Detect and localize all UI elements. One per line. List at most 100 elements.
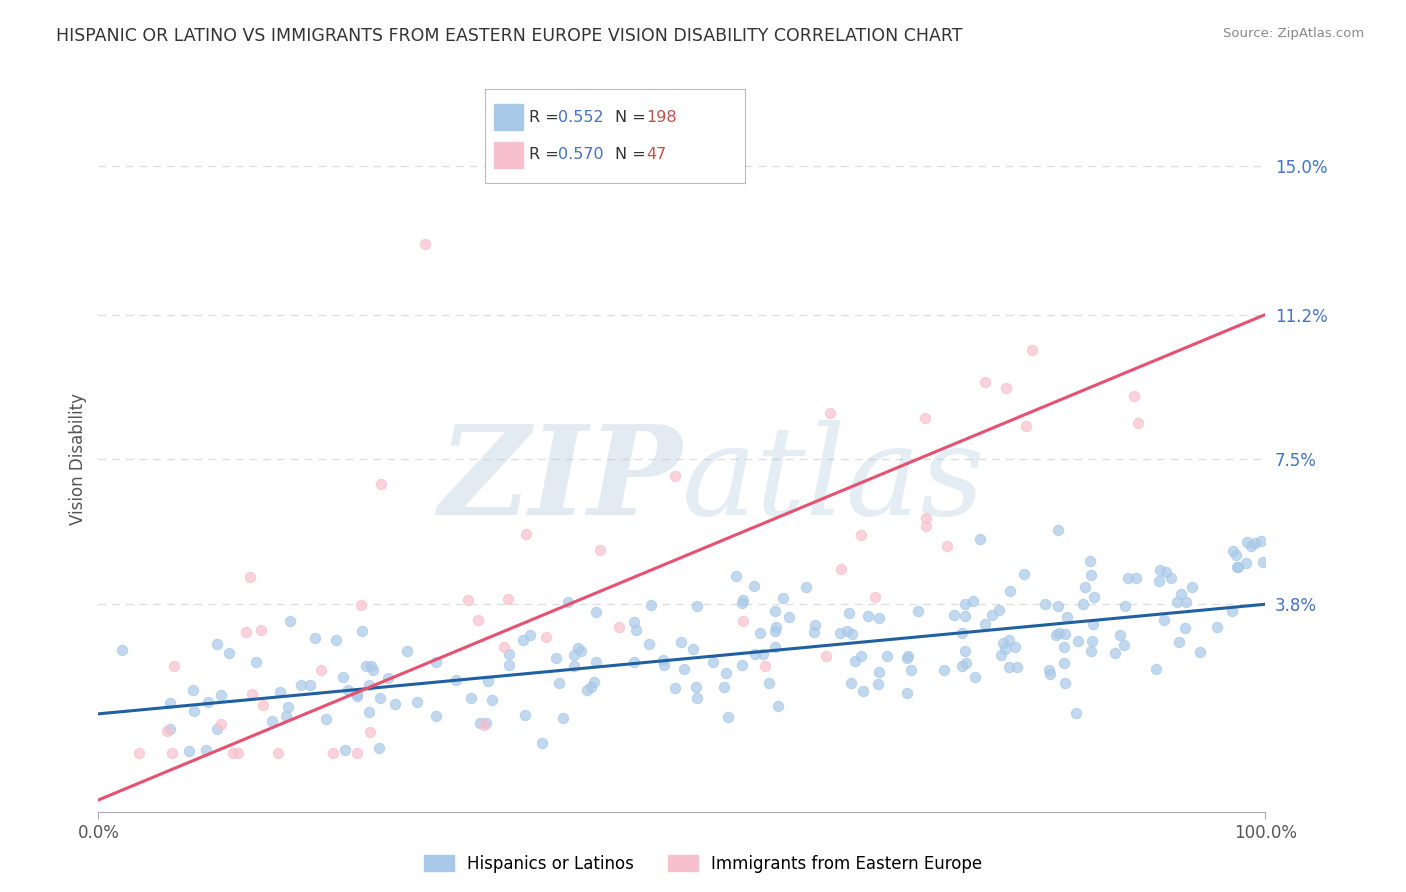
Point <box>1081 633 1104 648</box>
Point <box>513 707 536 722</box>
Point <box>865 591 887 605</box>
Point <box>981 608 1004 623</box>
Point <box>564 648 586 662</box>
Point <box>304 631 326 645</box>
Point <box>965 670 987 684</box>
Point <box>370 476 392 491</box>
Point <box>179 744 201 758</box>
Point <box>337 683 360 698</box>
Point <box>1067 634 1090 648</box>
Point <box>778 610 800 624</box>
Point <box>766 699 789 714</box>
Point <box>359 678 381 692</box>
Point <box>1122 389 1144 403</box>
Point <box>395 644 418 658</box>
Point <box>1167 634 1189 648</box>
Point <box>159 697 181 711</box>
Point <box>955 597 977 611</box>
Point <box>640 598 662 612</box>
Point <box>1000 583 1022 598</box>
Point <box>1109 628 1132 642</box>
Point <box>589 542 612 557</box>
Point <box>852 684 875 698</box>
Point <box>997 660 1019 674</box>
Point <box>240 687 263 701</box>
Point <box>896 651 918 665</box>
Point <box>914 410 936 425</box>
Point <box>1222 544 1244 558</box>
Point <box>1104 647 1126 661</box>
Point <box>515 526 537 541</box>
Point <box>207 637 229 651</box>
Point <box>1033 597 1056 611</box>
Point <box>772 591 794 606</box>
Point <box>638 638 661 652</box>
Point <box>897 648 920 663</box>
Point <box>837 624 859 639</box>
Point <box>583 674 606 689</box>
Point <box>350 624 373 639</box>
Point <box>384 697 406 711</box>
Text: 0.552: 0.552 <box>558 110 603 125</box>
Point <box>1066 706 1088 721</box>
Point <box>1166 595 1188 609</box>
Point <box>950 625 973 640</box>
Point <box>713 680 735 694</box>
Point <box>731 593 754 607</box>
Point <box>467 614 489 628</box>
Point <box>725 569 748 583</box>
Point <box>1227 559 1250 574</box>
Point <box>765 620 787 634</box>
Point <box>844 653 866 667</box>
Point <box>758 675 780 690</box>
Point <box>1047 523 1070 537</box>
Point <box>1114 599 1136 613</box>
Point <box>973 375 995 389</box>
Point <box>818 406 841 420</box>
Point <box>278 614 301 628</box>
Point <box>943 608 966 623</box>
Point <box>856 608 879 623</box>
Point <box>299 678 322 692</box>
Point <box>955 656 977 670</box>
Point <box>1222 604 1244 618</box>
Point <box>575 682 598 697</box>
Point <box>814 648 837 663</box>
Point <box>207 723 229 737</box>
Point <box>322 746 344 760</box>
Point <box>156 724 179 739</box>
Point <box>562 659 585 673</box>
Point <box>160 746 183 760</box>
Y-axis label: Vision Disability: Vision Disability <box>69 393 87 525</box>
Point <box>1126 416 1149 430</box>
Point <box>1053 640 1076 654</box>
Text: Source: ZipAtlas.com: Source: ZipAtlas.com <box>1223 27 1364 40</box>
Point <box>995 382 1018 396</box>
Point <box>250 624 273 638</box>
Point <box>277 700 299 714</box>
Point <box>1226 560 1249 574</box>
Point <box>1004 640 1026 654</box>
Point <box>731 614 754 628</box>
Point <box>876 649 898 664</box>
Text: HISPANIC OR LATINO VS IMMIGRANTS FROM EASTERN EUROPE VISION DISABILITY CORRELATI: HISPANIC OR LATINO VS IMMIGRANTS FROM EA… <box>56 27 963 45</box>
Point <box>585 605 607 619</box>
Point <box>1153 613 1175 627</box>
Point <box>218 646 240 660</box>
Point <box>841 676 863 690</box>
Point <box>585 655 607 669</box>
Point <box>932 663 955 677</box>
Text: N =: N = <box>616 147 651 162</box>
Point <box>763 604 786 618</box>
Point <box>744 647 766 661</box>
Point <box>111 642 134 657</box>
Point <box>235 624 257 639</box>
Point <box>481 693 503 707</box>
Point <box>457 592 479 607</box>
Point <box>682 641 704 656</box>
Point <box>1078 554 1101 568</box>
Point <box>1234 556 1257 570</box>
Point <box>498 648 520 662</box>
Point <box>763 624 786 638</box>
Point <box>1175 595 1198 609</box>
